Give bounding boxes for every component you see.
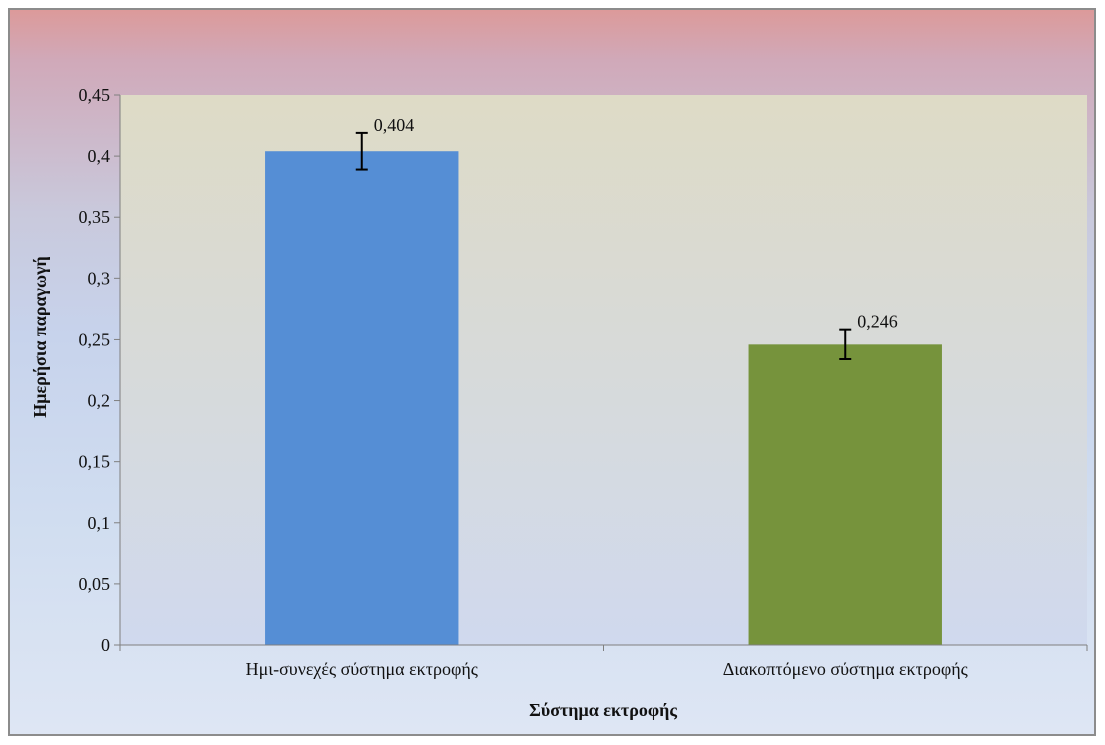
x-tick-label: Διακοπτόμενο σύστημα εκτροφής [723,659,968,679]
y-tick-label: 0,4 [88,146,111,166]
y-tick-label: 0,35 [79,207,111,227]
bar [265,151,459,645]
y-tick-label: 0,25 [79,329,111,349]
y-tick-label: 0,45 [79,85,111,105]
x-tick-label: Ημι-συνεχές σύστημα εκτροφής [246,659,478,679]
bar-chart: 0 0,05 0,1 0,15 0,2 0,25 0,3 0,35 0,4 0,45 0,404 Ημ… [30,85,1088,720]
y-tick-label: 0,15 [79,452,111,472]
y-tick-label: 0,05 [79,574,111,594]
y-tick-label: 0,1 [88,513,111,533]
bar [748,344,942,645]
y-tick-label: 0,3 [88,268,111,288]
y-tick-label: 0,2 [88,391,111,411]
y-tick-label: 0 [101,635,110,655]
plot-area [120,95,1087,645]
chart-frame: 0 0,05 0,1 0,15 0,2 0,25 0,3 0,35 0,4 0,45 0,404 Ημ… [8,8,1096,736]
data-label: 0,246 [857,312,898,332]
data-label: 0,404 [374,115,415,135]
y-axis-title: Ημερήσια παραγωγή [30,256,50,417]
x-axis-title: Σύστημα εκτροφής [529,700,677,720]
